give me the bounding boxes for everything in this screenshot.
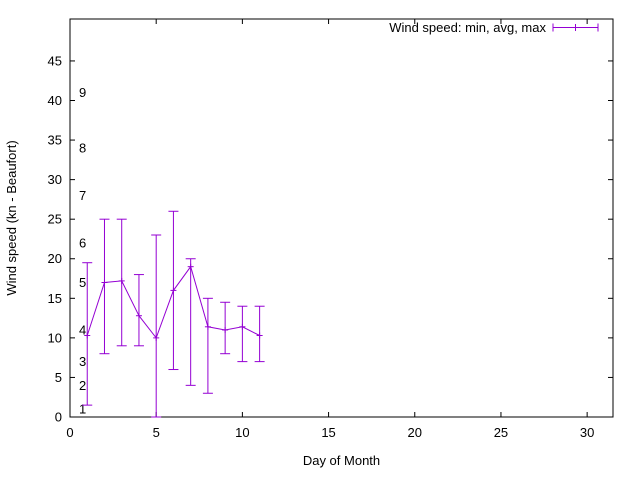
x-axis-tick-label: 30 bbox=[580, 425, 594, 440]
y-axis-title: Wind speed (kn - Beaufort) bbox=[4, 140, 19, 295]
y-axis-tick-label: 35 bbox=[48, 133, 62, 148]
y-axis-tick-label: 5 bbox=[55, 370, 62, 385]
x-axis-tick-label: 5 bbox=[153, 425, 160, 440]
beaufort-tick-label: 6 bbox=[79, 235, 86, 250]
y-axis-tick-label: 20 bbox=[48, 251, 62, 266]
x-axis-tick-label: 10 bbox=[235, 425, 249, 440]
x-axis-tick-label: 25 bbox=[494, 425, 508, 440]
x-axis-tick-label: 15 bbox=[321, 425, 335, 440]
plot-frame bbox=[69, 18, 614, 418]
y-axis-tick-label: 15 bbox=[48, 291, 62, 306]
beaufort-tick-label: 1 bbox=[79, 402, 86, 417]
beaufort-tick-label: 3 bbox=[79, 354, 86, 369]
y-axis-tick-label: 10 bbox=[48, 330, 62, 345]
x-axis-title: Day of Month bbox=[303, 453, 380, 468]
beaufort-tick-label: 9 bbox=[79, 85, 86, 100]
x-axis-tick-label: 20 bbox=[408, 425, 422, 440]
beaufort-tick-label: 7 bbox=[79, 188, 86, 203]
y-axis-tick-label: 45 bbox=[48, 53, 62, 68]
beaufort-tick-label: 8 bbox=[79, 140, 86, 155]
x-axis-tick-label: 0 bbox=[66, 425, 73, 440]
y-axis-tick-label: 25 bbox=[48, 212, 62, 227]
legend-entry-label: Wind speed: min, avg, max bbox=[389, 20, 546, 35]
y-axis-tick-label: 30 bbox=[48, 172, 62, 187]
beaufort-tick-label: 5 bbox=[79, 275, 86, 290]
beaufort-tick-label: 2 bbox=[79, 378, 86, 393]
y-axis-tick-label: 40 bbox=[48, 93, 62, 108]
beaufort-tick-label: 4 bbox=[79, 322, 86, 337]
data-series-wind-speed bbox=[82, 210, 265, 418]
y-axis-tick-label: 0 bbox=[55, 410, 62, 425]
